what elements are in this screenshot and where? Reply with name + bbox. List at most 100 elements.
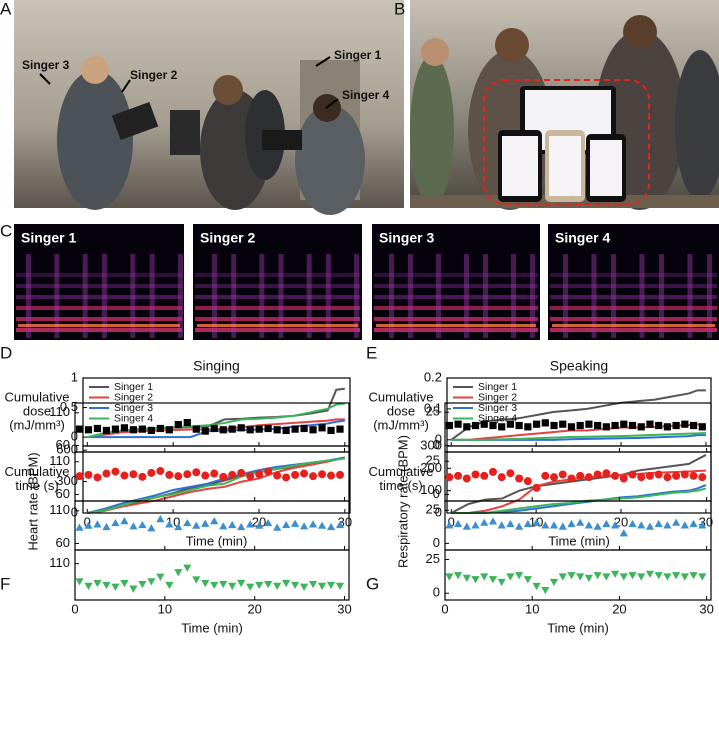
point [237,424,245,432]
spectrogram-label: Singer 4 [555,230,610,246]
point [462,522,471,530]
onset [389,254,394,338]
legend-label: Singer 2 [114,391,153,403]
point [273,426,281,434]
point [156,573,165,581]
point [317,582,327,590]
panel-label: A [0,0,12,18]
point [228,582,237,590]
x-tick-label: 20 [247,601,261,616]
y-axis-label: Cumulative [4,464,69,479]
point [228,520,237,529]
point [628,519,637,528]
y-tick-label: 25 [426,551,440,566]
point [506,420,515,428]
legend-label: Singer 1 [478,381,517,393]
point [129,585,138,593]
annotation: Singer 2 [130,68,178,82]
point [602,423,610,431]
point [558,573,567,581]
onset [306,254,312,338]
y-tick-label: 0.5 [60,399,78,414]
point [327,471,336,480]
point [611,471,620,480]
point [192,521,201,529]
point [102,581,111,590]
point [488,467,497,476]
point [654,470,663,479]
point [680,470,689,479]
y-axis-label: dose [23,403,51,418]
point [506,469,515,478]
point [620,420,628,428]
point [111,518,120,527]
point [550,421,558,430]
series-line [450,454,707,514]
annotation: Singer 3 [22,58,70,72]
onset [259,254,265,338]
y-tick-label: 600 [56,442,78,457]
x-tick-label: 0 [84,514,91,529]
point [174,522,183,531]
point [299,522,309,530]
x-tick-label: 30 [699,601,713,616]
point [237,468,246,477]
onset [82,254,88,338]
point [471,521,480,529]
point [610,521,620,529]
y-axis-label: dose [387,403,415,418]
point [698,573,707,581]
point [576,518,585,526]
x-axis-label: Time (min) [181,620,243,635]
onset [511,254,516,338]
point [663,573,672,581]
point [255,521,264,529]
point [655,421,663,430]
point [291,425,299,433]
onset [530,254,535,338]
point [585,420,593,428]
point [138,580,147,589]
point [584,473,593,482]
point [165,426,173,434]
point [532,582,541,591]
point [681,420,689,428]
point [255,470,264,479]
point [210,424,218,433]
point [120,580,129,588]
point [75,425,84,433]
point [111,467,120,476]
point [165,581,174,590]
x-tick-label: 10 [158,601,172,616]
point [201,580,210,588]
point [84,470,93,479]
point [174,472,183,481]
harmonic-band [374,328,538,332]
annotation: Singer 4 [342,88,390,102]
onset [212,254,217,338]
y-tick-label: 0.2 [424,369,442,384]
point [515,421,523,430]
plot-frame [74,549,350,601]
point [506,519,515,528]
point [462,574,471,582]
y-tick-label: 25 [426,502,440,517]
point [593,572,602,580]
point [246,426,254,434]
point [489,421,497,430]
point [156,424,164,433]
point [506,573,515,581]
series-line [451,432,706,441]
point [497,473,506,482]
x-tick-label: 30 [337,601,351,616]
point [689,421,698,430]
point [317,521,327,529]
point [462,474,471,483]
point [602,573,611,581]
onset [707,254,712,338]
point [84,582,93,590]
onset [483,254,488,338]
point [300,469,309,478]
onset [102,254,107,338]
point [567,423,576,431]
